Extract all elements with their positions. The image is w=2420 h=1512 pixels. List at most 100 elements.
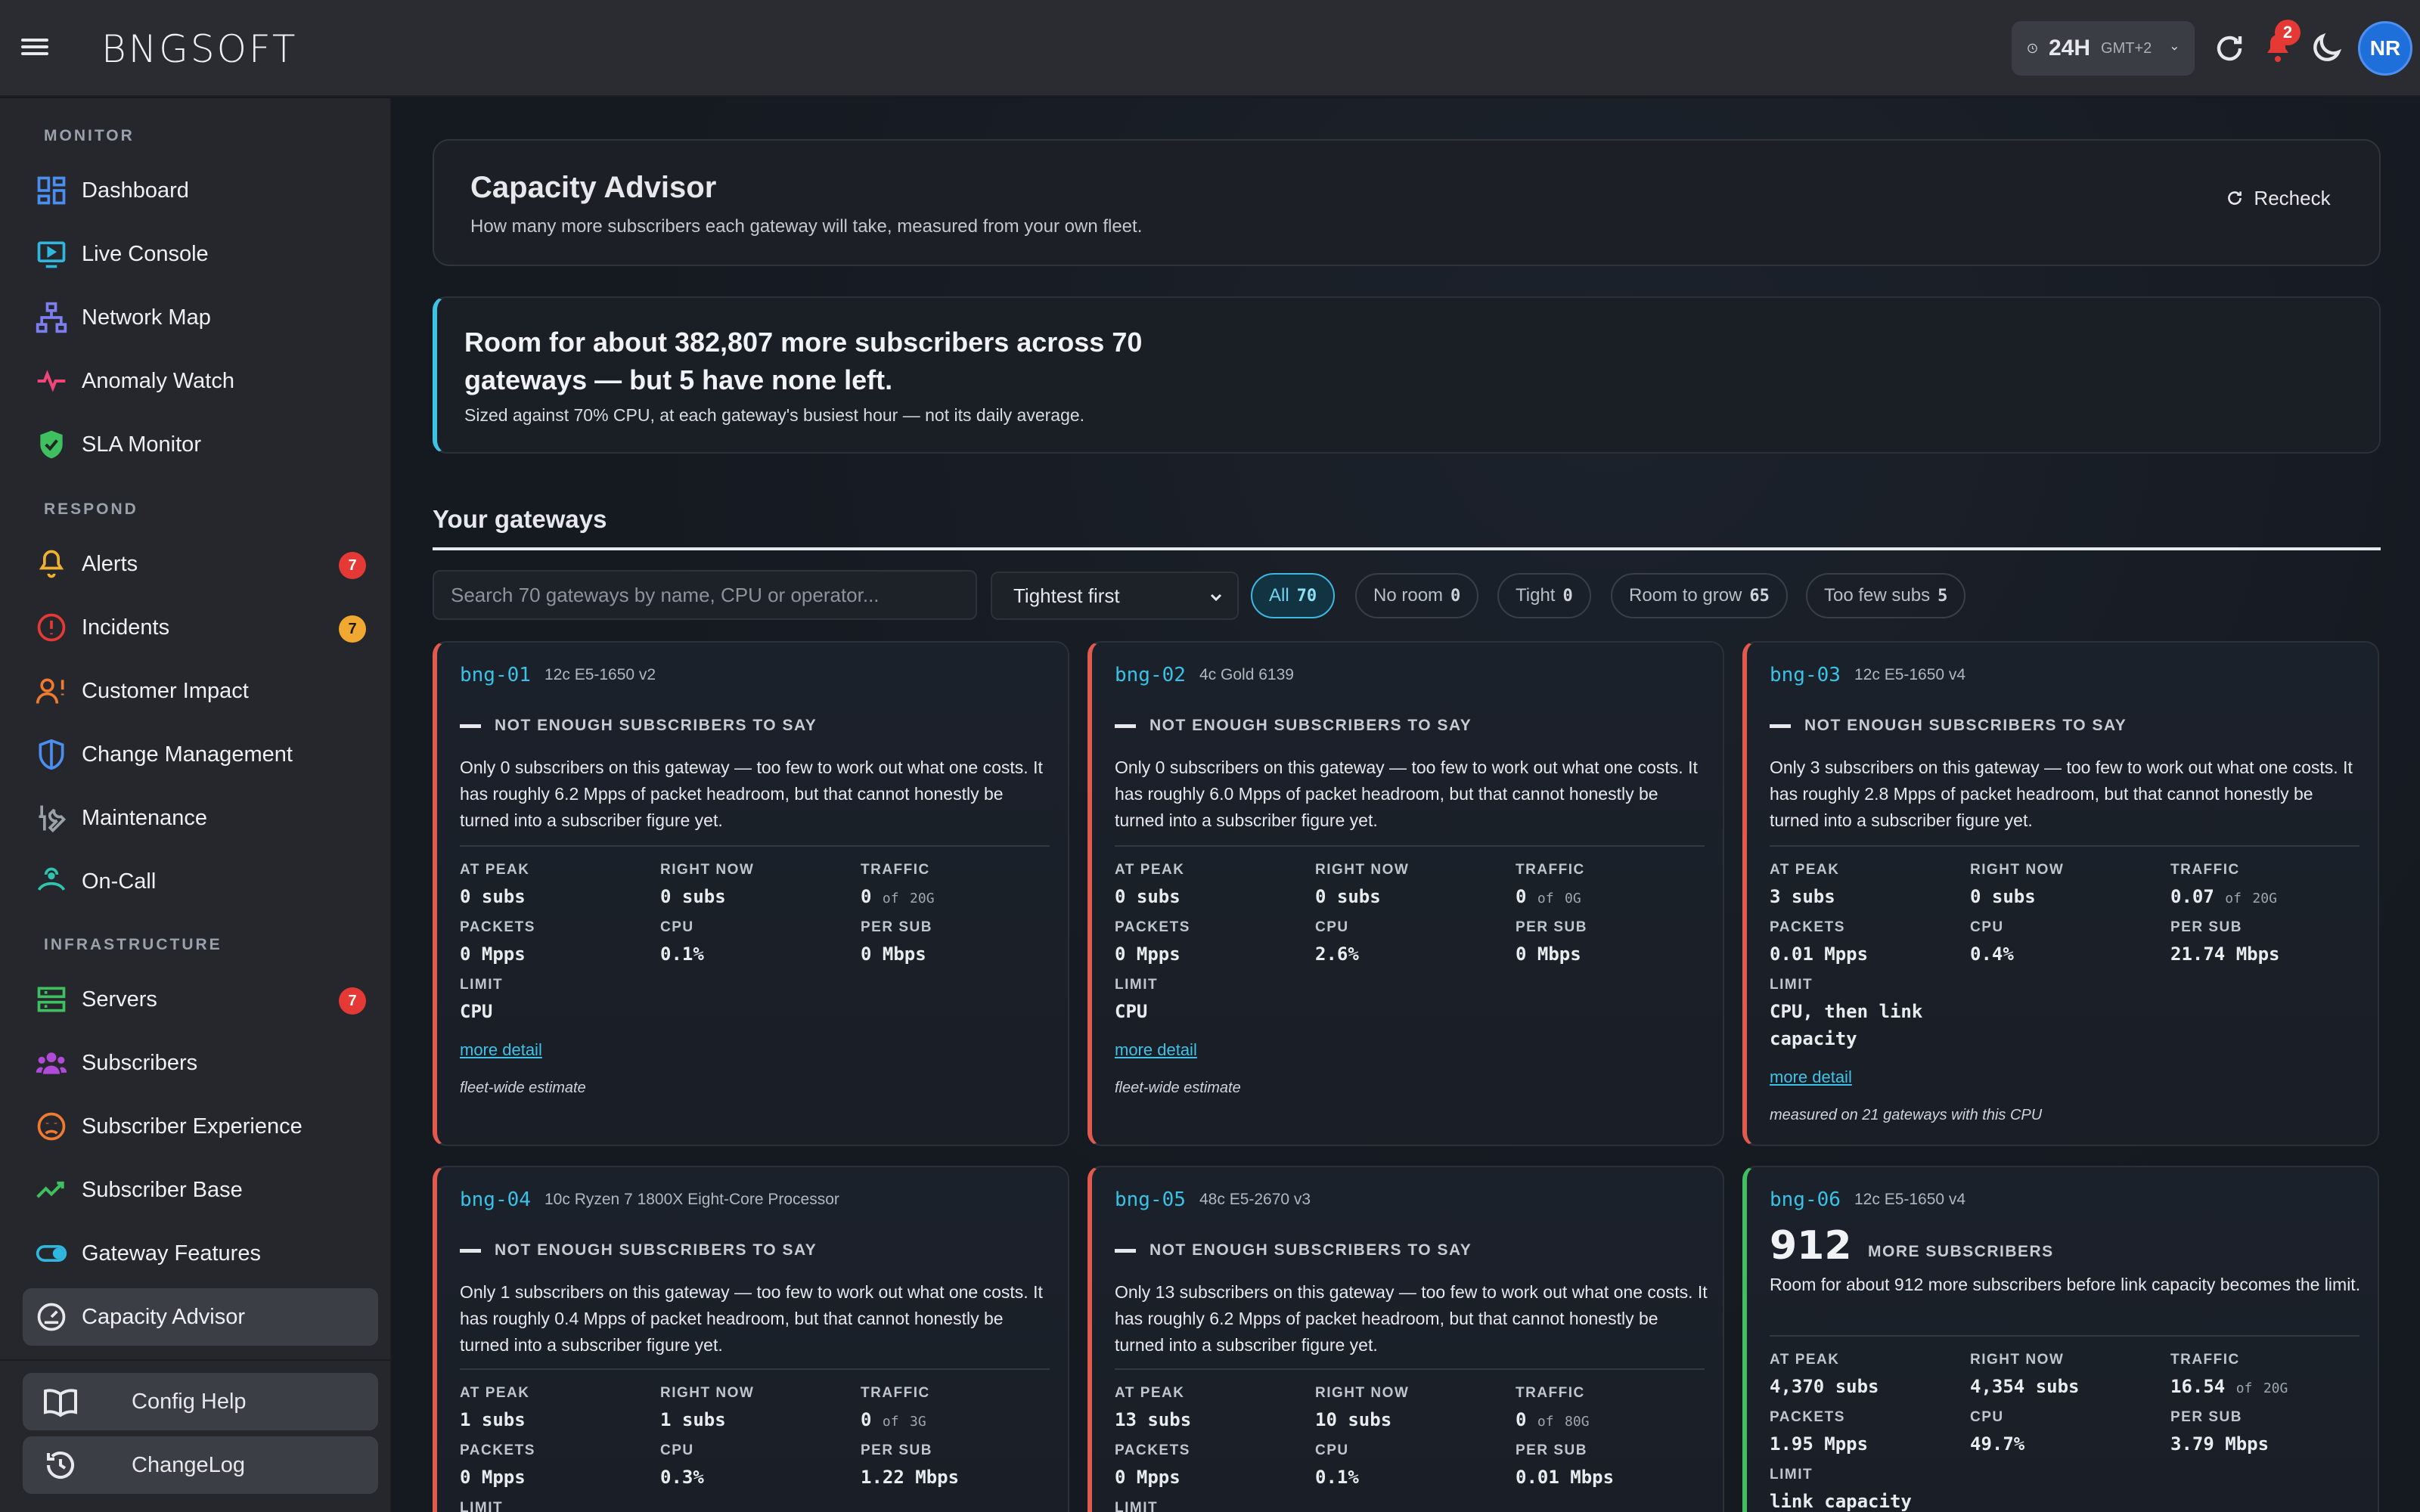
timezone-label: GMT+2 — [2101, 39, 2152, 57]
avatar[interactable]: NR — [2358, 21, 2412, 76]
card-divider — [1115, 1368, 1705, 1370]
stat-at-peak: AT PEAK 0 subs — [1115, 862, 1185, 907]
gateway-card[interactable]: bng-06 12c E5-1650 v4 912 MORE SUBSCRIBE… — [1742, 1166, 2379, 1512]
menu-icon[interactable] — [21, 35, 48, 62]
gateway-card[interactable]: bng-01 12c E5-1650 v2 NOT ENOUGH SUBSCRI… — [433, 641, 1069, 1146]
verdict-description: Only 3 subscribers on this gateway — too… — [1770, 758, 2353, 830]
incidents-count-badge: 7 — [339, 615, 366, 643]
book-icon — [44, 1389, 77, 1418]
more-detail-link[interactable]: more detail — [1770, 1067, 1852, 1086]
sidebar-item-anomaly-watch[interactable]: Anomaly Watch — [23, 352, 378, 410]
chip-count: 70 — [1296, 586, 1317, 606]
sort-select[interactable]: Tightest first — [991, 572, 1239, 620]
stat-traffic: TRAFFIC 0 of 3G — [861, 1385, 930, 1430]
sidebar-item-gateway-features[interactable]: Gateway Features — [23, 1225, 378, 1282]
shield-check-icon — [40, 430, 63, 459]
verdict-dash — [1115, 1249, 1136, 1253]
chip-count: 65 — [1749, 586, 1770, 606]
sidebar-item-label: ChangeLog — [132, 1452, 245, 1477]
refresh-icon[interactable] — [2211, 30, 2248, 67]
history-icon — [47, 1452, 74, 1479]
moon-icon[interactable] — [2308, 30, 2344, 67]
stat-traffic: TRAFFIC 16.54 of 20G — [2170, 1352, 2288, 1397]
sidebar-item-on-call[interactable]: On-Call — [23, 853, 378, 910]
stat-packets: PACKETS 1.95 Mpps — [1770, 1409, 1869, 1455]
sidebar-item-sla-monitor[interactable]: SLA Monitor — [23, 416, 378, 473]
estimate-note: fleet-wide estimate — [1115, 1080, 1241, 1096]
stat-packets: PACKETS 0 Mpps — [1115, 1442, 1190, 1488]
sidebar-item-incidents[interactable]: Incidents 7 — [23, 599, 378, 656]
filter-chip-too-few-subs[interactable]: Too few subs 5 — [1806, 573, 1966, 618]
room-label: MORE SUBSCRIBERS — [1868, 1243, 2054, 1260]
sidebar-item-subscribers[interactable]: Subscribers — [23, 1034, 378, 1092]
sidebar-item-config-help[interactable]: Config Help — [23, 1373, 378, 1430]
toggle-icon — [36, 1245, 67, 1262]
stat-right-now: RIGHT NOW 1 subs — [660, 1385, 755, 1430]
sidebar-item-label: Servers — [82, 987, 157, 1012]
sidebar-item-alerts[interactable]: Alerts 7 — [23, 535, 378, 593]
estimate-note: fleet-wide estimate — [460, 1080, 586, 1096]
users-icon — [36, 1052, 67, 1074]
sidebar-item-label: Gateway Features — [82, 1241, 261, 1266]
recheck-label: Recheck — [2254, 186, 2331, 209]
sidebar-item-label: Customer Impact — [82, 678, 249, 703]
more-detail-link[interactable]: more detail — [460, 1040, 542, 1059]
stat-cpu: CPU 2.6% — [1315, 919, 1359, 965]
stat-right-now: RIGHT NOW 0 subs — [1315, 862, 1410, 907]
time-range-select[interactable]: 24H GMT+2 — [2012, 21, 2195, 76]
sidebar-item-dashboard[interactable]: Dashboard — [23, 162, 378, 219]
filter-chip-tight[interactable]: Tight 0 — [1497, 573, 1591, 618]
gateway-search-input[interactable] — [433, 570, 977, 620]
sidebar-item-maintenance[interactable]: Maintenance — [23, 789, 378, 847]
gateway-cpu-model: 12c E5-1650 v4 — [1854, 1191, 1966, 1208]
brand-logo[interactable]: BNGSOFT — [101, 27, 298, 71]
stat-cpu: CPU 0.3% — [660, 1442, 704, 1488]
sidebar-item-servers[interactable]: Servers 7 — [23, 971, 378, 1028]
chip-label: Too few subs — [1824, 585, 1931, 606]
stat-per-sub: PER SUB 0 Mbps — [861, 919, 932, 965]
alert-circle-icon — [37, 613, 66, 642]
headset-icon — [37, 867, 66, 891]
verdict-description: Only 0 subscribers on this gateway — too… — [460, 758, 1043, 830]
stat-limit: LIMIT — [460, 1500, 504, 1512]
gateway-name: bng-06 — [1770, 1188, 1841, 1211]
verdict-dash — [460, 1249, 481, 1253]
more-detail-link[interactable]: more detail — [1115, 1040, 1197, 1059]
chip-label: Room to grow — [1629, 585, 1742, 606]
stat-limit: LIMIT CPU — [460, 977, 504, 1022]
stat-per-sub: PER SUB 1.22 Mbps — [861, 1442, 960, 1488]
sidebar-item-subscriber-experience[interactable]: Subscriber Experience — [23, 1098, 378, 1155]
chevron-down-icon — [2172, 46, 2178, 51]
summary-subtext: Sized against 70% CPU, at each gateway's… — [464, 405, 1085, 425]
sidebar-item-label: Maintenance — [82, 805, 208, 830]
card-divider — [1770, 1335, 2360, 1337]
verdict-label: NOT ENOUGH SUBSCRIBERS TO SAY — [495, 717, 818, 734]
sidebar-item-subscriber-base[interactable]: Subscriber Base — [23, 1161, 378, 1219]
stat-right-now: RIGHT NOW 4,354 subs — [1970, 1352, 2080, 1397]
sidebar-item-network-map[interactable]: Network Map — [23, 289, 378, 346]
sidebar-item-capacity-advisor[interactable]: Capacity Advisor — [23, 1288, 378, 1346]
stat-cpu: CPU 0.1% — [660, 919, 704, 965]
verdict-label: NOT ENOUGH SUBSCRIBERS TO SAY — [1150, 1241, 1472, 1259]
gateway-card[interactable]: bng-05 48c E5-2670 v3 NOT ENOUGH SUBSCRI… — [1087, 1166, 1724, 1512]
card-divider — [460, 1368, 1050, 1370]
gateway-card[interactable]: bng-02 4c Gold 6139 NOT ENOUGH SUBSCRIBE… — [1087, 641, 1724, 1146]
sidebar-item-label: Dashboard — [82, 178, 189, 203]
sidebar-item-customer-impact[interactable]: Customer Impact — [23, 662, 378, 720]
sidebar-item-changelog[interactable]: ChangeLog — [23, 1436, 378, 1494]
stat-traffic: TRAFFIC 0 of 80G — [1516, 1385, 1590, 1430]
sidebar-item-label: Live Console — [82, 241, 209, 266]
sidebar-item-change-management[interactable]: Change Management — [23, 726, 378, 783]
filter-chip-no-room[interactable]: No room 0 — [1355, 573, 1479, 618]
filter-chip-all[interactable]: All 70 — [1251, 573, 1336, 618]
frown-icon — [37, 1112, 66, 1141]
user-alert-icon — [36, 678, 64, 704]
gateway-card[interactable]: bng-03 12c E5-1650 v4 NOT ENOUGH SUBSCRI… — [1742, 641, 2379, 1146]
verdict-description: Only 1 subscribers on this gateway — too… — [460, 1282, 1043, 1355]
pulse-icon — [37, 370, 66, 392]
recheck-button[interactable]: Recheck — [2202, 171, 2353, 225]
sidebar-item-live-console[interactable]: Live Console — [23, 225, 378, 283]
filter-chip-room-to-grow[interactable]: Room to grow 65 — [1611, 573, 1788, 618]
verdict-label: NOT ENOUGH SUBSCRIBERS TO SAY — [1804, 717, 2127, 734]
gateway-card[interactable]: bng-04 10c Ryzen 7 1800X Eight-Core Proc… — [433, 1166, 1069, 1512]
